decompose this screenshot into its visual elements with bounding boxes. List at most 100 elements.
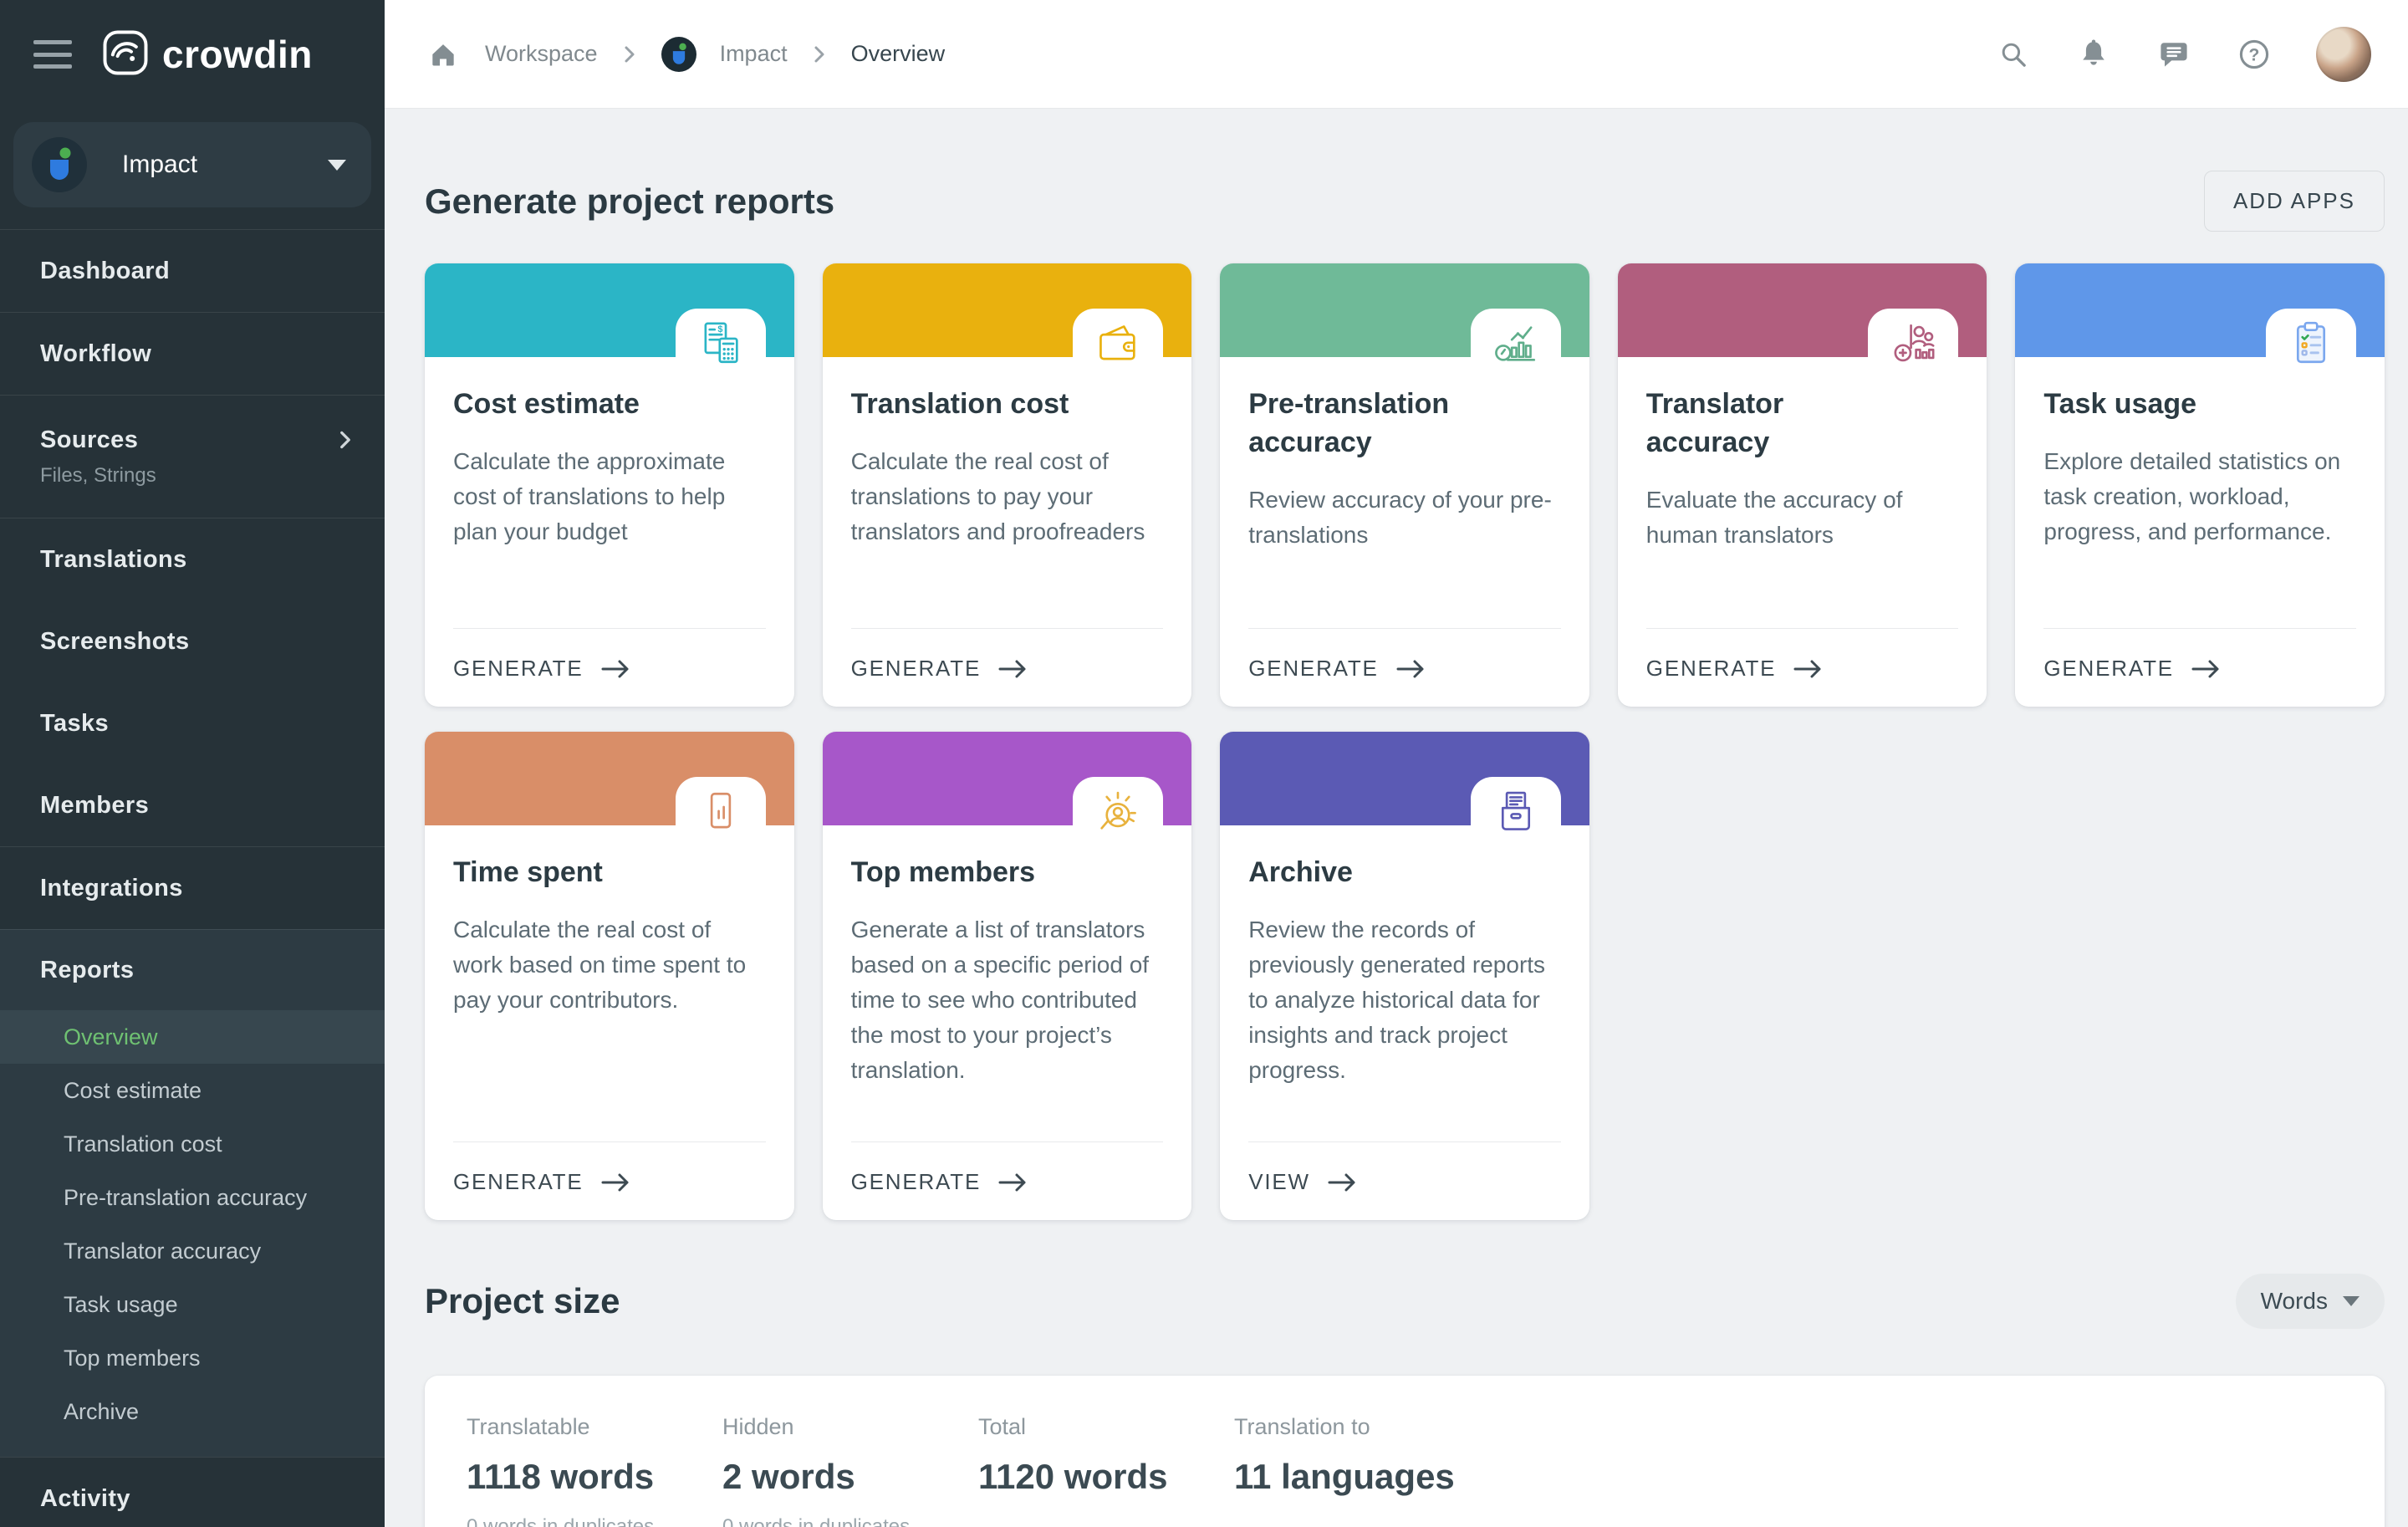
card-title: Cost estimate: [453, 388, 640, 420]
reports-section: Reports Overview Cost estimate Translation…: [0, 929, 385, 1457]
sidebar-item-reports[interactable]: Reports: [40, 956, 135, 983]
crowdin-wordmark: crowdin: [162, 33, 313, 76]
breadcrumb-workspace[interactable]: Workspace: [485, 41, 598, 66]
chevron-down-icon: [2343, 1296, 2360, 1306]
report-cards-grid: $ Cost estimate Calculate the approximat…: [425, 263, 2385, 1220]
sidebar-item-tasks[interactable]: Tasks: [40, 709, 110, 737]
reports-subitem-overview[interactable]: Overview: [0, 1010, 385, 1064]
card-header: [425, 732, 794, 847]
chart-magnifier-icon: [1470, 309, 1561, 379]
arrow-right-icon: [1793, 660, 1821, 677]
arrow-right-icon: [601, 660, 628, 677]
breadcrumb-current-page: Overview: [850, 41, 946, 66]
card-description: Calculate the real cost of work based on…: [453, 916, 747, 1013]
card-action-generate-button[interactable]: GENERATE: [2043, 629, 2356, 682]
card-header: [1220, 263, 1589, 379]
reports-subitem-translator-accuracy[interactable]: Translator accuracy: [64, 1238, 262, 1264]
sidebar-item-activity[interactable]: Activity: [40, 1484, 130, 1512]
card-header: [1220, 732, 1589, 847]
card-body: Translator accuracy Evaluate the accurac…: [1618, 357, 1987, 707]
card-title: Time spent: [453, 856, 603, 888]
reports-subitem-translation-cost[interactable]: Translation cost: [64, 1131, 222, 1157]
crowdin-logo[interactable]: crowdin: [102, 29, 313, 80]
card-description: Explore detailed statistics on task crea…: [2043, 447, 2341, 544]
card-divider: [850, 1141, 1164, 1142]
stat-label: Total: [978, 1414, 1027, 1439]
reports-subitem-task-usage[interactable]: Task usage: [64, 1291, 178, 1317]
card-description: Calculate the real cost of translations …: [850, 447, 1145, 544]
sidebar-item-workflow[interactable]: Workflow: [40, 340, 152, 367]
card-divider: [1248, 628, 1561, 629]
card-action-generate-button[interactable]: GENERATE: [453, 629, 766, 682]
notifications-bell-icon[interactable]: [2075, 36, 2112, 73]
project-avatar: [32, 137, 87, 192]
sidebar-header: crowdin: [0, 0, 385, 109]
main-content: Generate project reports ADD APPS $ Cost…: [385, 0, 2408, 1527]
card-description: Review accuracy of your pre-translations: [1248, 486, 1552, 548]
card-action-view-button[interactable]: VIEW: [1248, 1142, 1561, 1195]
sidebar-item-members[interactable]: Members: [40, 791, 150, 819]
stat-label: Hidden: [722, 1414, 794, 1439]
breadcrumb-chevron-icon: [625, 46, 635, 62]
hamburger-menu-icon[interactable]: [33, 40, 72, 69]
sidebar-item-sources[interactable]: Sources Files, Strings: [0, 396, 385, 518]
home-icon[interactable]: [425, 36, 462, 73]
report-card-archive: Archive Review the records of previously…: [1220, 732, 1589, 1220]
help-icon[interactable]: ?: [2236, 36, 2273, 73]
sidebar-item-sublabel: Files, Strings: [40, 463, 156, 487]
stat-value: 1118 words: [467, 1457, 655, 1496]
reports-subitem-archive[interactable]: Archive: [64, 1398, 140, 1424]
card-description: Review the records of previously generat…: [1248, 916, 1546, 1083]
card-action-generate-button[interactable]: GENERATE: [851, 1142, 1164, 1195]
wallet-icon: [1073, 309, 1164, 379]
arrow-right-icon: [1396, 660, 1424, 677]
svg-text:?: ?: [2249, 45, 2260, 64]
card-header: [822, 263, 1192, 379]
project-size-title: Project size: [425, 1281, 620, 1320]
stat-value: 1120 words: [978, 1457, 1168, 1496]
card-body: Time spent Calculate the real cost of wo…: [425, 825, 794, 1220]
add-apps-button[interactable]: ADD APPS: [2203, 171, 2385, 232]
receipt-calculator-icon: $: [675, 309, 766, 379]
sidebar-item-translations[interactable]: Translations: [40, 545, 187, 573]
reports-subitem-pre-translation-accuracy[interactable]: Pre-translation accuracy: [64, 1184, 308, 1210]
breadcrumb: Workspace Impact Overview: [425, 36, 945, 73]
sidebar-item-integrations[interactable]: Integrations: [40, 874, 183, 901]
reports-subitem-top-members[interactable]: Top members: [64, 1345, 201, 1371]
sidebar-item-screenshots[interactable]: Screenshots: [40, 627, 190, 655]
card-title: Top members: [850, 856, 1036, 888]
sidebar-item-dashboard[interactable]: Dashboard: [40, 257, 171, 284]
stat-translatable: Translatable 1118 words 0 words in dupli…: [467, 1414, 722, 1527]
report-card-task-usage: Task usage Explore detailed statistics o…: [2015, 263, 2385, 707]
card-divider: [2043, 628, 2356, 629]
project-selector[interactable]: Impact: [13, 122, 371, 207]
card-action-generate-button[interactable]: GENERATE: [1646, 629, 1959, 682]
stat-hidden: Hidden 2 words 0 words in duplicates: [722, 1414, 978, 1527]
breadcrumb-project[interactable]: Impact: [719, 41, 788, 66]
sidebar-nav: Dashboard Workflow Sources Files, Strings T…: [0, 229, 385, 929]
card-description: Evaluate the accuracy of human translato…: [1645, 486, 1903, 548]
breadcrumb-project-avatar: [661, 36, 696, 72]
user-avatar[interactable]: [2316, 26, 2371, 82]
search-icon[interactable]: [1995, 36, 2032, 73]
unit-dropdown[interactable]: Words: [2235, 1274, 2385, 1329]
card-action-generate-button[interactable]: GENERATE: [453, 1142, 766, 1195]
arrow-right-icon: [601, 1173, 628, 1191]
card-header: [2015, 263, 2385, 379]
stat-subtext: 0 words in duplicates: [722, 1515, 911, 1527]
page-title: Generate project reports: [425, 181, 835, 221]
crowdin-logo-icon: [102, 29, 149, 80]
sidebar: crowdin Impact Dashboard Workflow Sources …: [0, 0, 385, 1527]
reports-subitem-cost-estimate[interactable]: Cost estimate: [64, 1077, 202, 1103]
card-divider: [1645, 628, 1959, 629]
breadcrumb-chevron-icon: [814, 46, 824, 62]
card-action-generate-button[interactable]: GENERATE: [851, 629, 1164, 682]
clipboard-checklist-icon: [2266, 309, 2356, 379]
people-chart-icon: [1868, 309, 1959, 379]
card-header: [1617, 263, 1987, 379]
doc-bars-icon: [675, 777, 766, 847]
card-divider: [1248, 1141, 1561, 1142]
messages-icon[interactable]: [2155, 36, 2192, 73]
card-action-generate-button[interactable]: GENERATE: [1248, 629, 1561, 682]
svg-text:$: $: [717, 324, 722, 335]
